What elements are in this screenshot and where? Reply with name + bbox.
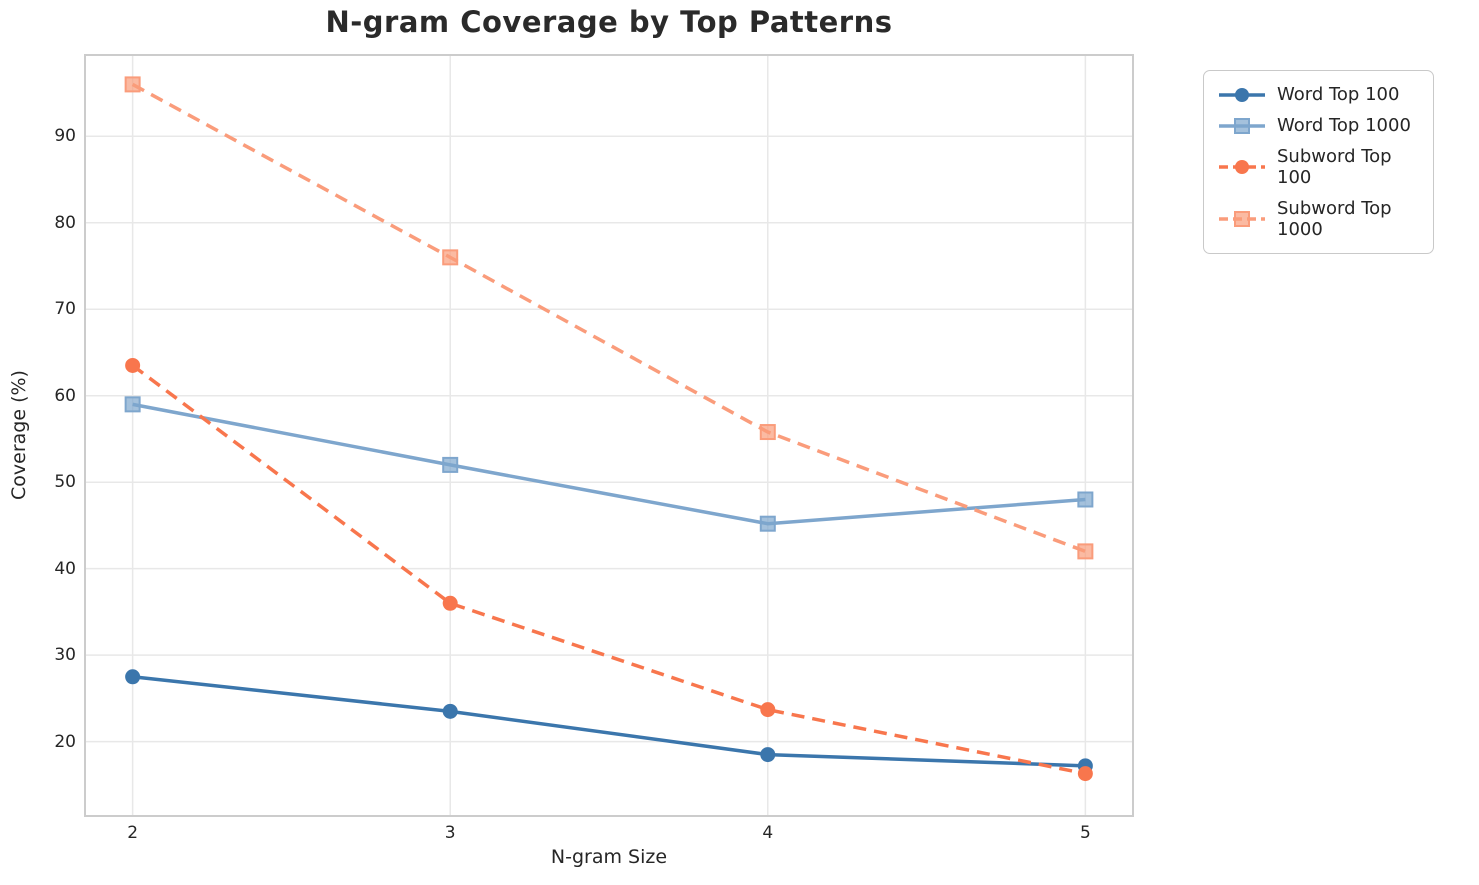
square-marker-subword-top-1000 [124,76,141,93]
series-line-subword-top-1000 [131,82,1086,554]
circle-marker-subword-top-100 [1077,766,1093,782]
x-axis-label: N-gram Size [550,846,668,868]
circle-marker-subword-top-100 [760,702,776,718]
square-marker-subword-top-1000 [1077,543,1094,560]
x-tick-label: 5 [1079,823,1091,843]
series-line-word-top-1000 [132,402,1086,526]
square-marker-word-top-1000 [442,456,459,473]
y-tick-label: 50 [54,472,76,493]
y-tick-label: 60 [54,385,76,406]
circle-marker-word-top-100 [442,703,458,719]
chart-title: N-gram Coverage by Top Patterns [325,5,893,39]
circle-marker-word-top-100 [125,669,141,685]
series-line-subword-top-100 [131,364,1086,776]
legend-label: Subword Top 100 [1277,146,1392,188]
legend-item-word-top-100: Word Top 100 [1218,84,1419,105]
legend-label: Subword Top 1000 [1277,198,1392,240]
circle-marker-subword-top-100 [125,357,141,373]
y-tick-label: 20 [54,731,76,752]
legend-item-subword-top-100: Subword Top 100 [1218,146,1419,188]
legend-item-word-top-1000: Word Top 1000 [1218,115,1419,136]
legend-swatch-square [1219,211,1265,227]
x-tick-label: 2 [127,823,139,843]
square-marker-word-top-1000 [1077,491,1094,508]
series-line-word-top-100 [132,675,1086,768]
square-marker-subword-top-1000 [759,424,776,441]
square-marker-word-top-1000 [124,396,141,413]
y-tick-label: 80 [54,212,76,233]
circle-marker-word-top-100 [760,747,776,763]
y-tick-label: 70 [54,299,76,320]
y-tick-label: 90 [54,126,76,147]
y-tick-label: 40 [54,558,76,579]
legend-swatch-square [1219,117,1265,134]
x-tick-label: 3 [444,823,456,843]
legend-label: Word Top 1000 [1277,115,1411,136]
y-tick-label: 30 [54,645,76,666]
legend-label: Word Top 100 [1277,84,1400,105]
plot-border [84,54,1134,817]
x-tick-label: 4 [762,823,774,843]
legend-item-subword-top-1000: Subword Top 1000 [1218,198,1419,240]
circle-marker-subword-top-100 [442,595,458,611]
legend-swatch-circle [1219,160,1265,174]
square-marker-word-top-1000 [759,515,776,532]
square-marker-subword-top-1000 [442,249,459,266]
legend-swatch-circle [1219,87,1265,102]
legend: Word Top 100 Word Top 1000 Subword Top 100… [1203,70,1434,254]
